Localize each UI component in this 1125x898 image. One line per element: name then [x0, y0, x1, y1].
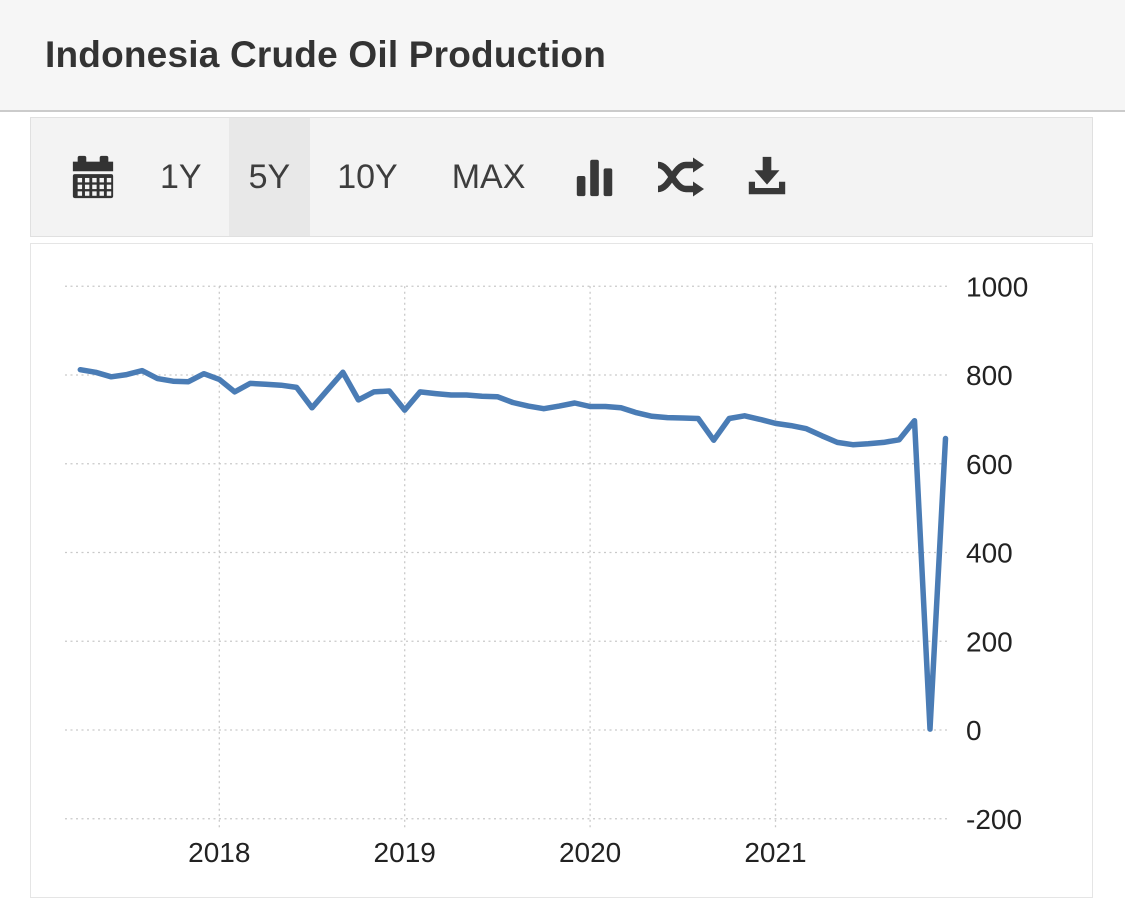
production-line [77, 366, 949, 732]
bar-chart-icon [577, 159, 613, 197]
x-axis-label: 2019 [374, 837, 436, 868]
shuffle-icon [657, 157, 705, 197]
y-axis-label: 800 [966, 360, 1013, 391]
y-axis-label: 200 [966, 626, 1013, 657]
download-icon [749, 156, 786, 195]
x-axis-label: 2021 [744, 837, 806, 868]
y-axis-label: 1000 [966, 271, 1028, 302]
y-axis-label: 0 [966, 715, 982, 746]
bar-chart-button[interactable] [552, 118, 638, 236]
y-axis-label: -200 [966, 804, 1022, 835]
page-title: Indonesia Crude Oil Production [45, 34, 607, 75]
chart-toolbar: 1Y 5Y 10Y MAX [30, 117, 1093, 237]
y-axis-label: 600 [966, 449, 1013, 480]
calendar-button[interactable] [53, 118, 133, 236]
x-axis-label: 2018 [188, 837, 250, 868]
range-button-1y[interactable]: 1Y [133, 118, 229, 236]
range-button-max[interactable]: MAX [425, 118, 553, 236]
y-axis-label: 400 [966, 538, 1013, 569]
download-button[interactable] [724, 118, 810, 236]
range-button-10y[interactable]: 10Y [310, 118, 425, 236]
range-button-5y[interactable]: 5Y [228, 118, 311, 236]
production-chart: 1000 800 600 400 200 0 -200 2018 2019 2020 2021 [65, 271, 1028, 868]
x-axis-label: 2020 [559, 837, 621, 868]
calendar-icon [72, 155, 114, 199]
header: Indonesia Crude Oil Production [0, 0, 1125, 112]
chart-container: 1000 800 600 400 200 0 -200 2018 2019 2020 2021 [30, 243, 1093, 898]
compare-button[interactable] [638, 118, 724, 236]
